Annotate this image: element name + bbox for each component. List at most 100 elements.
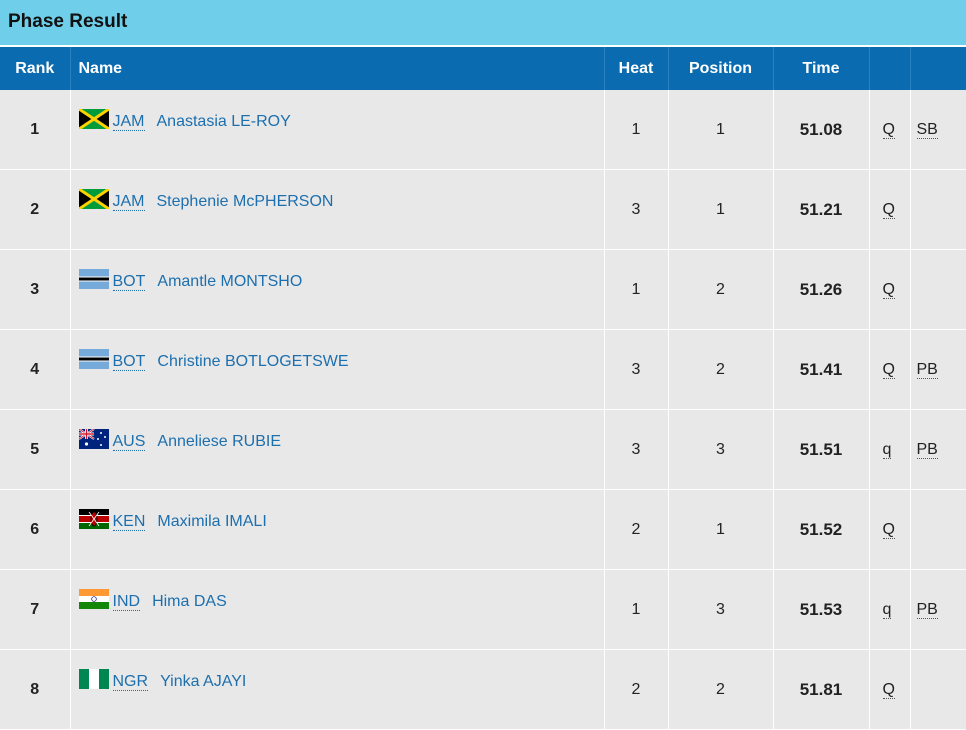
name-cell: AUS Anneliese RUBIE: [70, 409, 605, 490]
header-position: Position: [668, 47, 774, 90]
header-heat: Heat: [604, 47, 669, 90]
name-cell: NGR Yinka AJAYI: [70, 649, 605, 730]
qualification-cell: Q: [869, 249, 911, 330]
qualification-mark: Q: [882, 200, 895, 219]
heat-cell: 3: [604, 329, 669, 410]
athlete-name-link[interactable]: Maximila IMALI: [157, 513, 267, 530]
country-code-link[interactable]: BOT: [112, 353, 146, 371]
athlete-name-link[interactable]: Hima DAS: [152, 593, 227, 610]
rank-cell: 3: [0, 249, 71, 330]
name-cell: JAM Stephenie McPHERSON: [70, 169, 605, 250]
time-cell: 51.26: [773, 249, 870, 330]
name-cell: KEN Maximila IMALI: [70, 489, 605, 570]
phase-result-header: Phase Result: [0, 0, 966, 45]
country-code-link[interactable]: JAM: [112, 193, 145, 211]
jamaica-flag-icon: [78, 189, 109, 209]
record-cell: [910, 169, 966, 250]
time-cell: 51.21: [773, 169, 870, 250]
athlete-name-link[interactable]: Yinka AJAYI: [160, 673, 247, 690]
table-header-row: Rank Name Heat Position Time: [0, 47, 966, 90]
qualification-mark: q: [882, 600, 892, 619]
rank-cell: 4: [0, 329, 71, 410]
record-cell: PB: [910, 329, 966, 410]
name-cell: JAM Anastasia LE-ROY: [70, 90, 605, 170]
header-record: [910, 47, 966, 90]
record-cell: PB: [910, 409, 966, 490]
record-cell: PB: [910, 569, 966, 650]
position-cell: 1: [668, 169, 774, 250]
heat-cell: 3: [604, 409, 669, 490]
botswana-flag-icon: [78, 269, 109, 289]
results-table: Rank Name Heat Position Time 1 JAM Anastas…: [0, 47, 966, 730]
athlete-name-link[interactable]: Christine BOTLOGETSWE: [157, 353, 349, 370]
heat-cell: 1: [604, 249, 669, 330]
jamaica-flag-icon: [78, 109, 109, 129]
botswana-flag-icon: [78, 349, 109, 369]
header-qualification: [869, 47, 911, 90]
qualification-mark: Q: [882, 280, 895, 299]
qualification-mark: Q: [882, 360, 895, 379]
heat-cell: 1: [604, 569, 669, 650]
table-row: 1 JAM Anastasia LE-ROY 1 1 51.08 Q SB: [0, 90, 966, 170]
country-code-link[interactable]: AUS: [112, 433, 146, 451]
australia-flag-icon: [78, 429, 109, 449]
rank-cell: 7: [0, 569, 71, 650]
position-cell: 3: [668, 409, 774, 490]
position-cell: 3: [668, 569, 774, 650]
country-code-link[interactable]: JAM: [112, 113, 145, 131]
athlete-name-link[interactable]: Stephenie McPHERSON: [156, 193, 334, 210]
record-mark: PB: [916, 600, 938, 619]
time-cell: 51.51: [773, 409, 870, 490]
table-row: 8 NGR Yinka AJAYI 2 2 51.81 Q: [0, 649, 966, 730]
time-cell: 51.81: [773, 649, 870, 730]
record-mark: PB: [916, 360, 938, 379]
country-code-link[interactable]: IND: [112, 593, 141, 611]
rank-cell: 6: [0, 489, 71, 570]
time-cell: 51.41: [773, 329, 870, 410]
qualification-cell: Q: [869, 649, 911, 730]
kenya-flag-icon: [78, 509, 109, 529]
qualification-cell: q: [869, 569, 911, 650]
table-row: 7 IND Hima DAS 1 3 51.53 q PB: [0, 569, 966, 650]
position-cell: 2: [668, 329, 774, 410]
time-cell: 51.08: [773, 90, 870, 170]
record-cell: [910, 249, 966, 330]
table-row: 2 JAM Stephenie McPHERSON 3 1 51.21 Q: [0, 169, 966, 250]
table-row: 5 AUS Anneliese RUBIE 3 3 51.51 q PB: [0, 409, 966, 490]
country-code-link[interactable]: BOT: [112, 273, 146, 291]
qualification-cell: q: [869, 409, 911, 490]
record-cell: [910, 489, 966, 570]
record-mark: SB: [916, 120, 938, 139]
india-flag-icon: [78, 589, 109, 609]
panel-title: Phase Result: [8, 11, 128, 32]
time-cell: 51.52: [773, 489, 870, 570]
qualification-mark: Q: [882, 680, 895, 699]
header-time: Time: [773, 47, 870, 90]
rank-cell: 1: [0, 90, 71, 170]
heat-cell: 1: [604, 90, 669, 170]
name-cell: IND Hima DAS: [70, 569, 605, 650]
qualification-cell: Q: [869, 90, 911, 170]
rank-cell: 2: [0, 169, 71, 250]
position-cell: 2: [668, 249, 774, 330]
name-cell: BOT Christine BOTLOGETSWE: [70, 329, 605, 410]
qualification-cell: Q: [869, 329, 911, 410]
athlete-name-link[interactable]: Anastasia LE-ROY: [156, 113, 291, 130]
athlete-name-link[interactable]: Anneliese RUBIE: [157, 433, 282, 450]
nigeria-flag-icon: [78, 669, 109, 689]
country-code-link[interactable]: NGR: [112, 673, 149, 691]
rank-cell: 8: [0, 649, 71, 730]
header-rank: Rank: [0, 47, 71, 90]
heat-cell: 2: [604, 489, 669, 570]
position-cell: 1: [668, 90, 774, 170]
record-mark: PB: [916, 440, 938, 459]
country-code-link[interactable]: KEN: [112, 513, 146, 531]
athlete-name-link[interactable]: Amantle MONTSHO: [157, 273, 303, 290]
qualification-mark: Q: [882, 520, 895, 539]
table-row: 3 BOT Amantle MONTSHO 1 2 51.26 Q: [0, 249, 966, 330]
time-cell: 51.53: [773, 569, 870, 650]
rank-cell: 5: [0, 409, 71, 490]
heat-cell: 2: [604, 649, 669, 730]
record-cell: [910, 649, 966, 730]
heat-cell: 3: [604, 169, 669, 250]
